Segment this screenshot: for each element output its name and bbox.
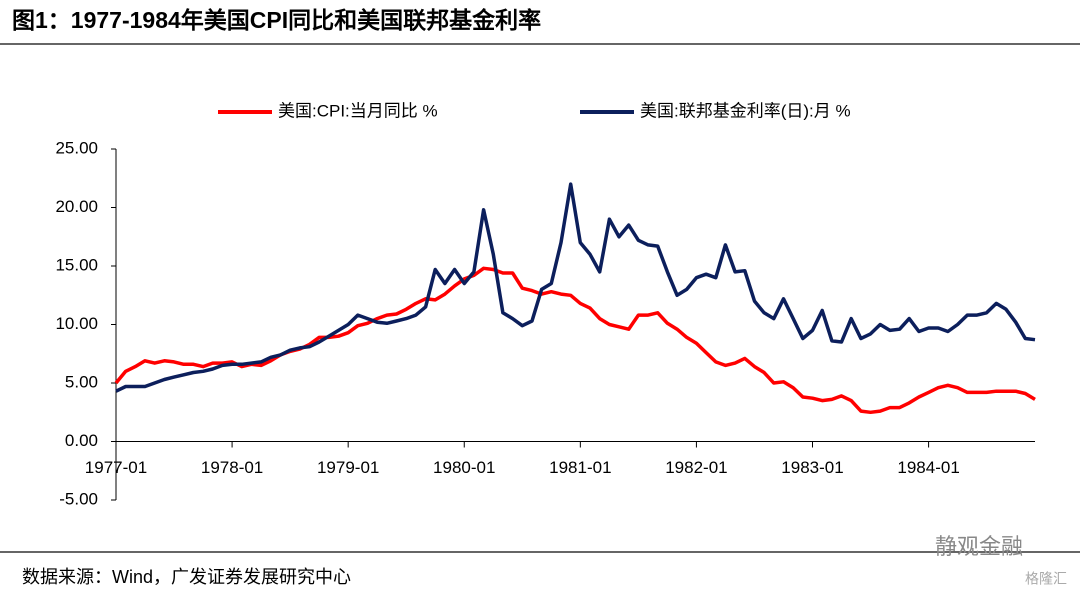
- x-tick-label: 1982-01: [665, 458, 727, 477]
- source: 数据来源：Wind，广发证券发展研究中心: [22, 567, 351, 587]
- y-tick-label: 5.00: [65, 372, 98, 391]
- y-tick-label: 0.00: [65, 431, 98, 450]
- x-tick-label: 1981-01: [549, 458, 611, 477]
- y-tick-label: -5.00: [59, 489, 98, 508]
- series-line: [114, 266, 1036, 415]
- y-tick-label: 20.00: [55, 197, 98, 216]
- x-tick-label: 1979-01: [317, 458, 379, 477]
- watermark: 静观金融: [935, 534, 1023, 559]
- x-tick-label: 1980-01: [433, 458, 495, 477]
- x-tick-label: 1983-01: [781, 458, 843, 477]
- y-tick-label: 25.00: [55, 138, 98, 157]
- x-tick-label: 1978-01: [201, 458, 263, 477]
- legend-label: 美国:联邦基金利率(日):月 %: [640, 101, 851, 120]
- watermark: 格隆汇: [1025, 571, 1067, 587]
- legend-label: 美国:CPI:当月同比 %: [278, 101, 438, 120]
- x-tick-label: 1984-01: [897, 458, 959, 477]
- chart-title: 图1：1977-1984年美国CPI同比和美国联邦基金利率: [12, 7, 541, 33]
- series-line: [115, 182, 1036, 393]
- y-tick-label: 10.00: [55, 314, 98, 333]
- y-tick-label: 15.00: [55, 255, 98, 274]
- x-tick-label: 1977-01: [85, 458, 147, 477]
